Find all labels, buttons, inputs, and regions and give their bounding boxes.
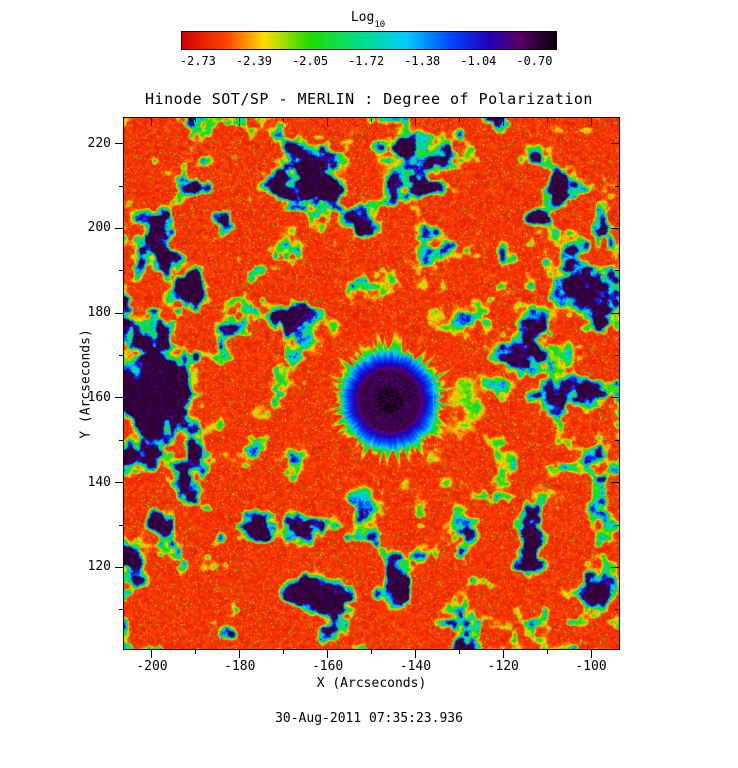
y-tick-label: 160	[87, 389, 111, 405]
y-minor-tick-left	[119, 355, 123, 357]
x-minor-tick-top	[195, 118, 197, 122]
y-major-tick-right	[611, 312, 619, 314]
y-minor-tick-left	[119, 270, 123, 272]
x-minor-tick-top	[546, 118, 548, 122]
colorbar-tick-label: -1.04	[460, 54, 497, 68]
y-major-tick-left	[115, 566, 123, 568]
y-major-tick-left	[115, 227, 123, 229]
colorbar-title: Log10	[181, 10, 555, 30]
y-minor-tick-left	[119, 185, 123, 187]
y-major-tick-right	[611, 566, 619, 568]
x-minor-tick-bottom	[458, 650, 460, 654]
y-tick-label: 200	[87, 220, 111, 236]
y-tick-label: 220	[87, 135, 111, 151]
x-major-tick-bottom	[590, 650, 592, 658]
x-minor-tick-top	[283, 118, 285, 122]
colorbar-tick-label: -1.38	[404, 54, 441, 68]
x-major-tick-bottom	[239, 650, 241, 658]
x-major-tick-bottom	[502, 650, 504, 658]
x-major-tick-bottom	[327, 650, 329, 658]
x-tick-label: -140	[399, 659, 432, 674]
y-minor-tick-left	[119, 439, 123, 441]
y-tick-label: 140	[87, 474, 111, 490]
y-major-tick-left	[115, 312, 123, 314]
x-minor-tick-bottom	[371, 650, 372, 654]
x-minor-tick-bottom	[546, 650, 548, 654]
timestamp: 30-Aug-2011 07:35:23.936	[275, 711, 463, 726]
x-tick-label: -180	[224, 659, 256, 674]
y-minor-tick-right	[615, 439, 619, 441]
colorbar-gradient	[181, 31, 557, 50]
x-tick-label: -160	[311, 659, 344, 674]
x-major-tick-bottom	[414, 650, 416, 658]
x-minor-tick-top	[458, 118, 460, 122]
x-major-tick-top	[502, 118, 504, 126]
x-major-tick-top	[414, 118, 416, 126]
y-major-tick-right	[611, 397, 619, 399]
y-minor-tick-right	[615, 185, 619, 187]
colorbar-title-text: Log	[350, 10, 375, 25]
x-tick-label: -100	[575, 659, 607, 674]
x-major-tick-bottom	[151, 650, 153, 658]
colorbar-tick-label: -2.05	[291, 54, 329, 68]
colorbar-tick-label: -1.72	[348, 54, 385, 68]
y-major-tick-left	[115, 397, 123, 399]
y-minor-tick-right	[615, 524, 619, 526]
y-major-tick-left	[115, 143, 123, 145]
y-axis-label: Y (Arcseconds)	[78, 329, 94, 439]
x-tick-label: -200	[136, 659, 168, 674]
y-minor-tick-right	[615, 609, 619, 611]
x-minor-tick-top	[371, 118, 372, 122]
x-minor-tick-bottom	[283, 650, 285, 654]
heatmap-canvas	[124, 118, 619, 649]
y-tick-label: 120	[87, 559, 111, 575]
colorbar-tick-label: -2.73	[179, 54, 216, 68]
y-minor-tick-right	[615, 355, 619, 357]
colorbar-tick-label: -0.70	[516, 54, 553, 68]
plot-title: Hinode SOT/SP - MERLIN : Degree of Polar…	[145, 90, 593, 108]
colorbar-tick-label: -2.39	[235, 54, 272, 68]
y-tick-label: 180	[87, 305, 111, 321]
y-minor-tick-left	[119, 609, 123, 611]
y-major-tick-right	[611, 227, 619, 229]
x-major-tick-top	[590, 118, 592, 126]
x-tick-label: -120	[487, 659, 519, 674]
y-major-tick-right	[611, 482, 619, 484]
colorbar-title-subscript: 10	[374, 19, 386, 30]
plot-area	[123, 117, 620, 650]
x-axis-label: X (Arcseconds)	[316, 676, 427, 691]
y-minor-tick-left	[119, 524, 123, 526]
x-major-tick-top	[151, 118, 153, 126]
y-major-tick-right	[611, 143, 619, 145]
x-major-tick-top	[327, 118, 329, 126]
y-major-tick-left	[115, 482, 123, 484]
y-minor-tick-right	[615, 270, 619, 272]
x-minor-tick-bottom	[195, 650, 197, 654]
x-major-tick-top	[239, 118, 241, 126]
